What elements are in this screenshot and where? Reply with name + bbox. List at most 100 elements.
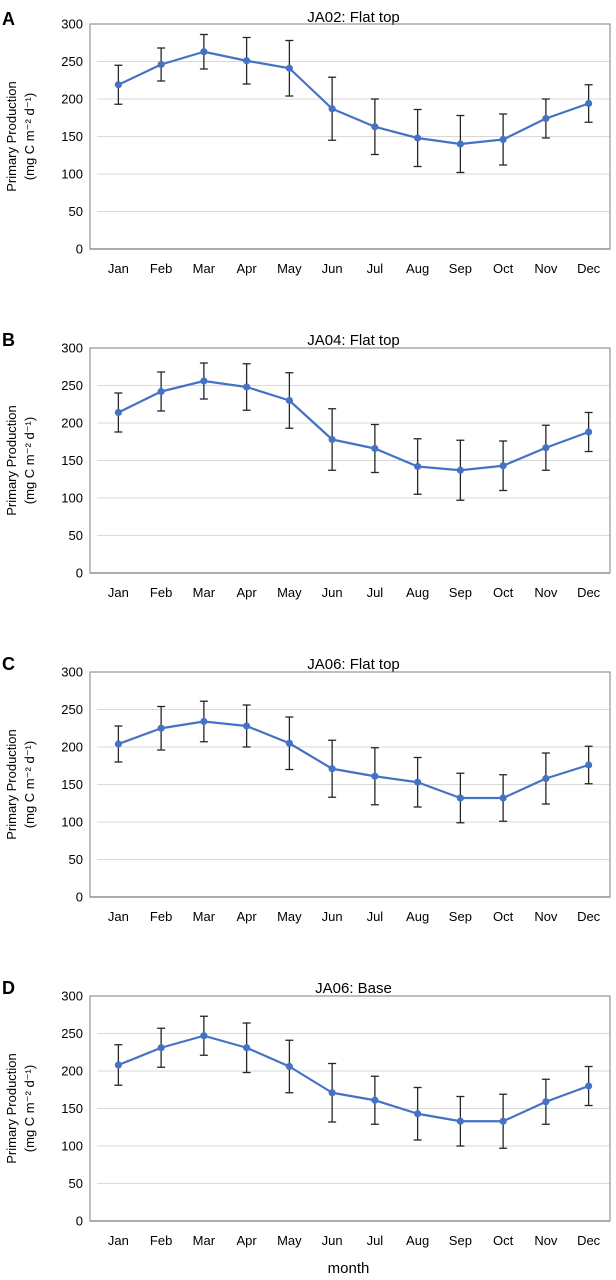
y-tick-label: 50 — [69, 528, 83, 543]
y-tick-label: 200 — [61, 1064, 83, 1079]
y-tick-label: 50 — [69, 204, 83, 219]
x-tick-label: Oct — [493, 1233, 514, 1248]
data-point — [371, 444, 379, 453]
x-tick-label: Nov — [534, 261, 558, 276]
data-point — [285, 396, 293, 405]
y-tick-label: 250 — [61, 378, 83, 393]
y-tick-label: 0 — [76, 1214, 83, 1229]
x-tick-label: Apr — [237, 585, 258, 600]
y-tick-label: 300 — [61, 665, 83, 680]
data-point — [414, 462, 422, 471]
chart-panel-c: C JA06: Flat top Primary Production (mg C m… — [2, 654, 611, 924]
x-tick-label: Feb — [150, 585, 172, 600]
data-point — [328, 765, 336, 773]
x-tick-label: Sep — [449, 1233, 472, 1248]
data-point — [456, 466, 464, 474]
data-point — [456, 794, 464, 802]
x-tick-label: Feb — [150, 909, 172, 924]
chart-panel-b: B JA04: Flat top Primary Production (mg C m… — [2, 330, 611, 600]
chart-title: JA02: Flat top — [307, 9, 400, 26]
data-point — [542, 774, 550, 783]
y-tick-label: 100 — [61, 167, 83, 182]
y-axis-label-line2: (mg C m⁻² d⁻¹) — [22, 93, 37, 180]
data-point — [414, 778, 422, 786]
y-tick-label: 0 — [76, 242, 83, 257]
data-point — [542, 444, 550, 452]
data-point — [200, 717, 208, 726]
data-point — [114, 740, 122, 748]
y-tick-label: 300 — [61, 17, 83, 32]
data-point — [200, 48, 208, 56]
data-point — [585, 99, 593, 108]
x-tick-label: Jul — [367, 585, 384, 600]
x-tick-label: Mar — [193, 585, 216, 600]
y-tick-label: 0 — [76, 566, 83, 581]
x-tick-label: May — [277, 261, 302, 276]
x-tick-label: Jun — [322, 1233, 343, 1248]
x-tick-label: Feb — [150, 261, 172, 276]
x-tick-label: Aug — [406, 1233, 429, 1248]
data-point — [157, 60, 165, 69]
data-point — [157, 1044, 165, 1052]
panel-letter: A — [2, 9, 15, 29]
x-tick-label: Aug — [406, 261, 429, 276]
chart-panel-d: D JA06: Base Primary Production (mg C m⁻² d… — [2, 978, 611, 1248]
x-tick-label: Oct — [493, 585, 514, 600]
x-tick-label: Nov — [534, 909, 558, 924]
x-tick-label: Oct — [493, 909, 514, 924]
y-axis-label-line2: (mg C m⁻² d⁻¹) — [22, 1065, 37, 1152]
y-tick-label: 200 — [61, 416, 83, 431]
y-tick-label: 100 — [61, 1139, 83, 1154]
series-line — [117, 50, 589, 146]
data-point — [285, 739, 293, 747]
data-point — [200, 377, 208, 385]
y-tick-label: 0 — [76, 890, 83, 905]
data-point — [285, 64, 293, 72]
x-tick-label: Jun — [322, 585, 343, 600]
chart-title: JA04: Flat top — [307, 332, 400, 349]
data-point — [499, 135, 507, 144]
data-point — [157, 724, 165, 732]
x-tick-label: Mar — [193, 909, 216, 924]
series-line — [117, 1034, 590, 1123]
y-tick-label: 200 — [61, 740, 83, 755]
y-tick-label: 100 — [61, 491, 83, 506]
y-tick-label: 250 — [61, 702, 83, 717]
data-point — [243, 1044, 251, 1052]
x-axis-label: month — [328, 1260, 370, 1277]
x-tick-label: Jun — [322, 261, 343, 276]
x-tick-label: Jan — [108, 585, 129, 600]
data-point — [371, 772, 379, 780]
data-point — [328, 105, 336, 113]
x-tick-label: May — [277, 1233, 302, 1248]
data-point — [371, 1096, 379, 1104]
x-tick-label: Oct — [493, 261, 514, 276]
data-point — [585, 761, 593, 769]
x-tick-label: Feb — [150, 1233, 172, 1248]
y-tick-label: 50 — [69, 1176, 83, 1191]
x-tick-label: Dec — [577, 585, 601, 600]
x-tick-label: Sep — [449, 909, 472, 924]
y-axis-label-line2: (mg C m⁻² d⁻¹) — [22, 741, 37, 828]
x-tick-label: Apr — [237, 909, 258, 924]
y-axis-label-line1: Primary Production — [4, 729, 19, 840]
x-tick-label: Apr — [237, 1233, 258, 1248]
x-tick-label: Jun — [322, 909, 343, 924]
chart-panel-a: A JA02: Flat top Primary Production (mg C m… — [2, 9, 611, 276]
data-point — [285, 1062, 293, 1071]
series-line — [117, 379, 590, 472]
y-axis-label-line1: Primary Production — [4, 81, 19, 192]
data-point — [157, 387, 165, 396]
x-tick-label: Jan — [108, 1233, 129, 1248]
data-point — [542, 1098, 550, 1106]
x-tick-label: Jan — [108, 909, 129, 924]
x-tick-label: Aug — [406, 909, 429, 924]
y-tick-label: 200 — [61, 92, 83, 107]
x-tick-label: Dec — [577, 1233, 601, 1248]
x-tick-label: Mar — [193, 1233, 216, 1248]
data-point — [499, 462, 507, 470]
y-tick-label: 150 — [61, 129, 83, 144]
x-tick-label: Jul — [367, 261, 384, 276]
data-point — [585, 1082, 593, 1090]
y-tick-label: 100 — [61, 815, 83, 830]
